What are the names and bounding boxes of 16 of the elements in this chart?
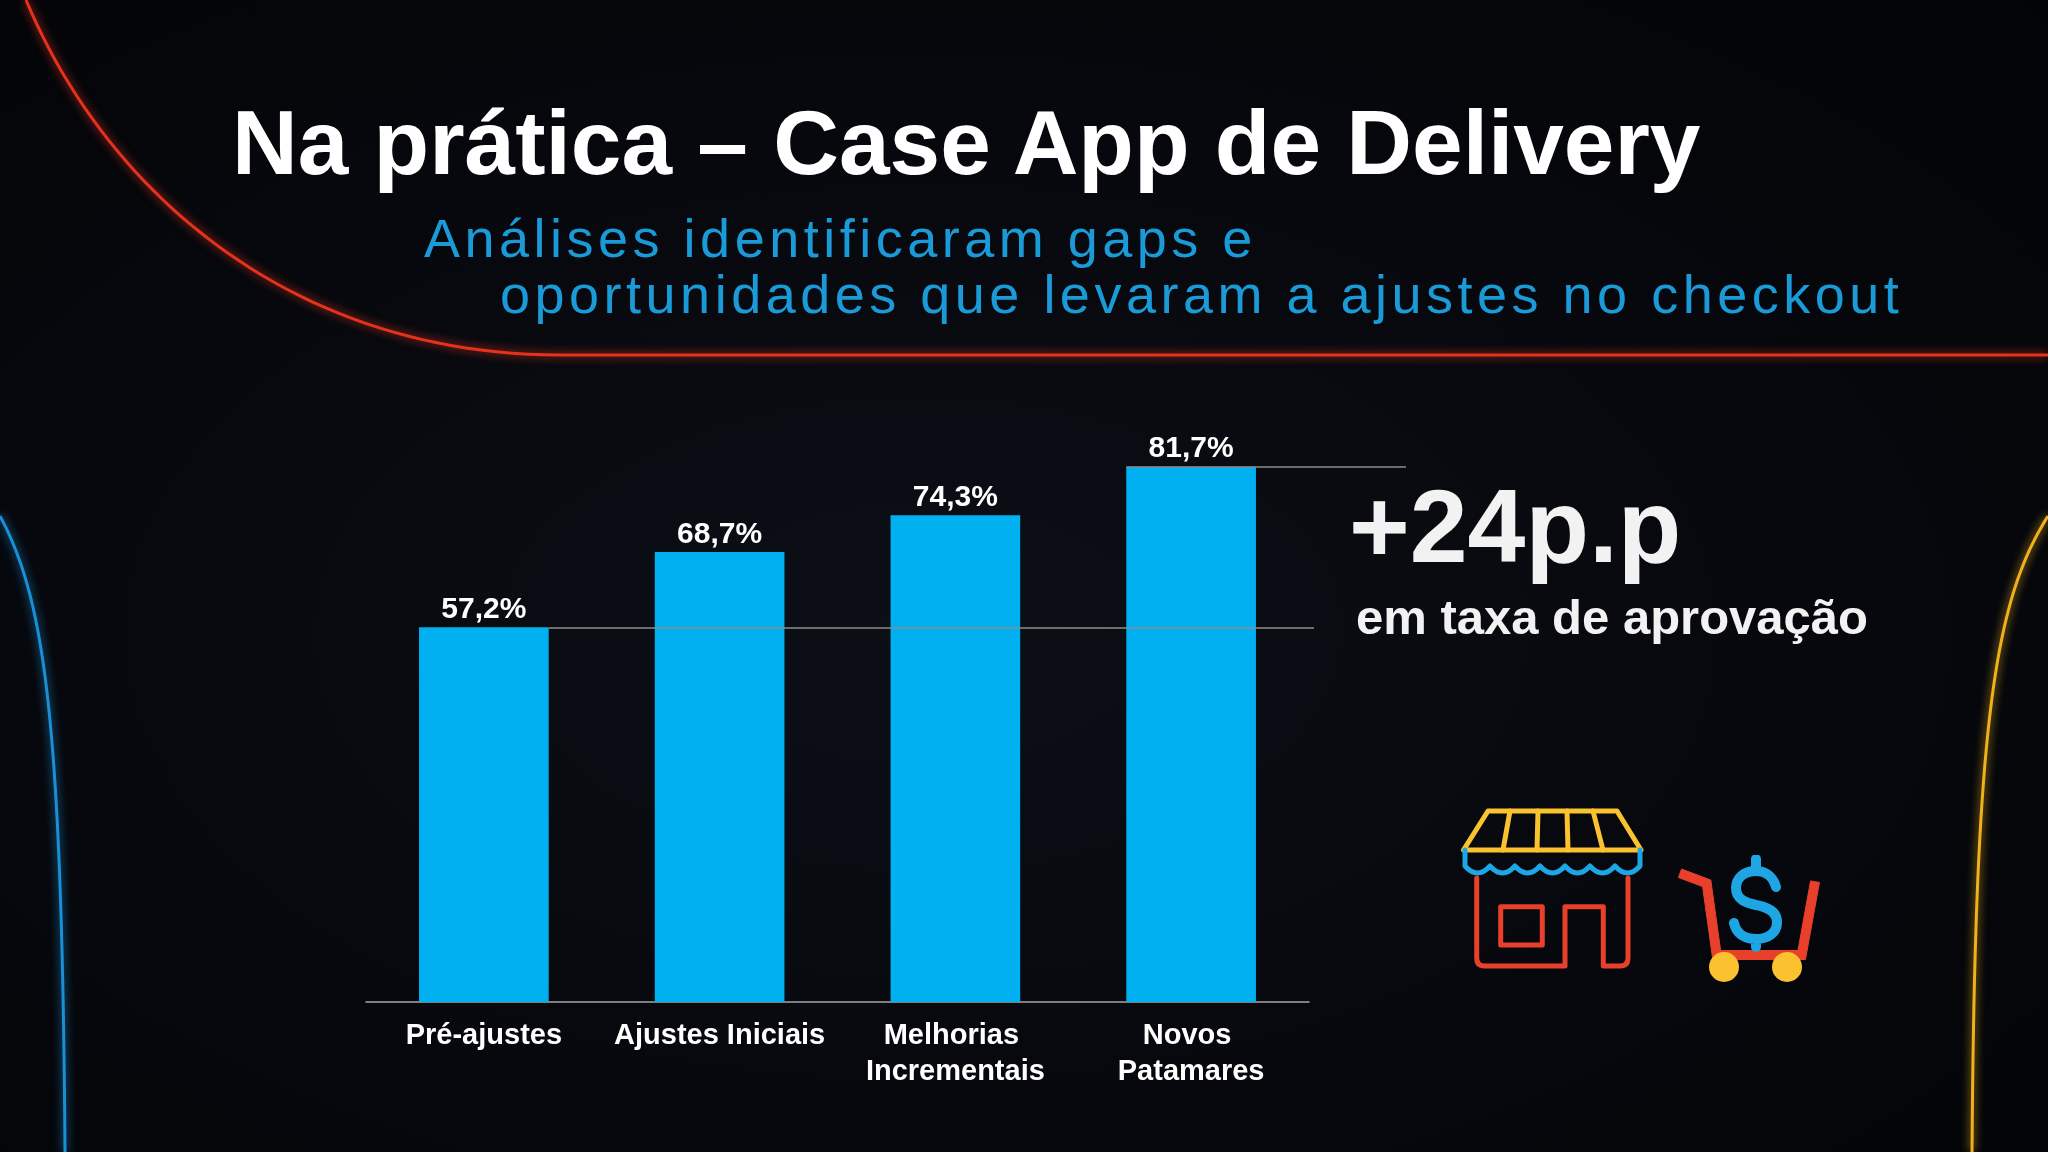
bar [419,627,549,1002]
x-tick-label: Melhorias Incrementais [865,1018,1045,1086]
data-label: 68,7% [677,515,763,549]
data-label: 57,2% [441,590,527,624]
text: +24p.p [1349,468,1682,584]
bar [654,552,785,1002]
bar [1126,466,1256,1002]
chart-title: Na prática – Case App de Delivery [232,92,1701,193]
data-label: 74,3% [912,478,998,512]
x-tick-label: Ajustes Iniciais [614,1018,826,1050]
chart-subtitle: Análises identificaram gaps e oportunidades que levaram a ajustes no checkout [424,208,1904,324]
data-label: 81,7% [1148,430,1234,464]
x-tick-label: Novos Patamares [1117,1018,1265,1086]
text: em taxa de aprovação [1356,590,1869,644]
x-tick-label: Pré-ajustes [405,1018,563,1050]
bar [890,515,1021,1002]
